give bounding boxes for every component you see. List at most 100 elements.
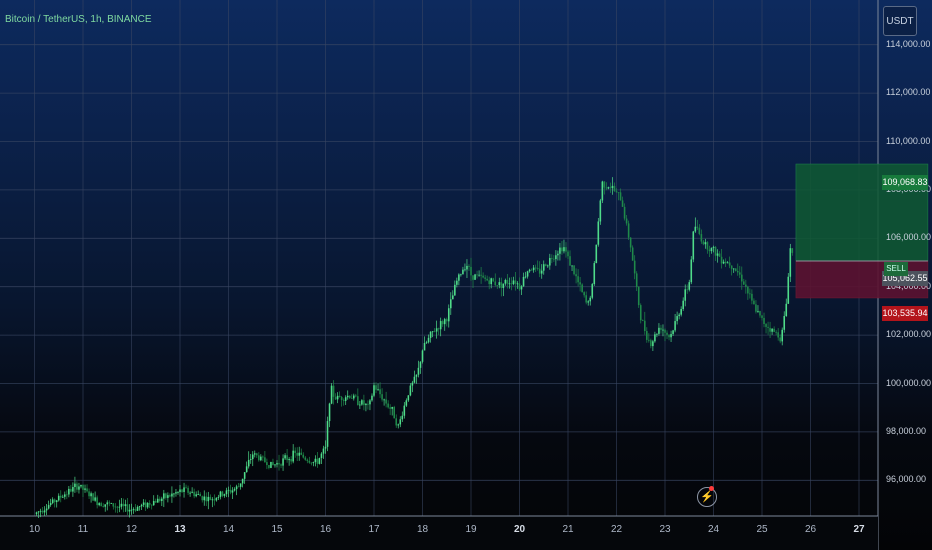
candle-body	[734, 268, 737, 271]
candle-body	[573, 265, 575, 275]
candle-body	[704, 242, 707, 245]
candle-body	[138, 506, 141, 508]
candle-body	[680, 309, 682, 315]
candle-body	[215, 497, 218, 501]
candle-body	[405, 400, 408, 406]
candle-body	[619, 192, 622, 201]
candle-body	[427, 337, 430, 343]
candle-body	[322, 448, 325, 454]
candle-body	[478, 274, 480, 276]
candle-body	[76, 483, 78, 490]
candle-body	[684, 289, 687, 301]
candle-body	[355, 395, 357, 397]
candle-body	[613, 185, 616, 192]
candle-body	[510, 283, 513, 285]
candle-body	[80, 484, 82, 487]
candle-body	[359, 404, 361, 406]
candle-body	[738, 272, 741, 275]
candle-body	[490, 278, 493, 285]
candle-body	[334, 396, 337, 400]
candle-body	[132, 509, 135, 511]
candle-body	[672, 330, 674, 335]
candle-body	[538, 268, 541, 274]
candle-body	[134, 509, 137, 511]
candle-body	[597, 221, 600, 245]
x-tick-label: 25	[756, 524, 768, 535]
candle-body	[512, 280, 515, 285]
candle-body	[660, 327, 662, 330]
candle-body	[39, 510, 42, 512]
candle-body	[346, 395, 349, 398]
candle-body	[253, 453, 256, 455]
candle-body	[340, 397, 343, 400]
y-tick-label: 100,000.00	[886, 377, 932, 388]
candle-body	[219, 491, 222, 497]
candle-body	[369, 400, 371, 405]
x-tick-label: 20	[513, 524, 526, 535]
candle-body	[702, 241, 705, 245]
candle-body	[249, 459, 252, 460]
candle-body	[66, 494, 68, 496]
candle-body	[68, 488, 70, 495]
candle-body	[595, 244, 598, 264]
candle-body	[763, 317, 765, 325]
candle-body	[365, 403, 367, 406]
candle-body	[664, 329, 666, 333]
candle-body	[542, 264, 545, 271]
candle-body	[262, 456, 264, 458]
candle-body	[730, 265, 733, 269]
candle-body	[373, 385, 375, 396]
candle-body	[728, 262, 731, 266]
candle-body	[549, 257, 551, 266]
y-tick-label: 114,000.00	[886, 38, 931, 49]
candle-body	[755, 304, 757, 312]
candle-body	[173, 493, 175, 495]
y-tick-label: 106,000.00	[886, 232, 932, 243]
y-tick-label: 98,000.00	[886, 425, 927, 436]
candle-body	[385, 399, 387, 404]
candle-body	[140, 504, 143, 507]
candle-body	[108, 502, 111, 504]
candle-body	[304, 457, 307, 460]
candle-body	[264, 457, 266, 463]
candle-body	[425, 342, 428, 344]
candle-body	[367, 403, 369, 405]
candle-body	[641, 320, 644, 322]
candle-body	[518, 283, 521, 290]
candle-body	[128, 509, 131, 512]
candle-body	[767, 326, 769, 328]
y-tick-label: 96,000.00	[886, 474, 927, 485]
candle-body	[203, 496, 206, 501]
candle-body	[150, 504, 153, 506]
candle-body	[456, 280, 458, 285]
candle-body	[421, 350, 424, 362]
candle-body	[662, 329, 664, 331]
candle-body	[361, 400, 363, 405]
candle-body	[708, 249, 711, 252]
candle-body	[197, 494, 199, 495]
candle-body	[102, 506, 105, 508]
candle-body	[724, 261, 727, 264]
candle-body	[637, 286, 640, 306]
candle-body	[401, 415, 404, 420]
candle-body	[484, 277, 486, 279]
currency-button[interactable]: USDT	[883, 6, 917, 36]
x-tick-label: 11	[77, 524, 89, 535]
candle-body	[185, 487, 187, 489]
candle-body	[225, 490, 228, 495]
candle-body	[583, 292, 585, 296]
candle-body	[567, 251, 569, 257]
lightning-icon[interactable]: ⚡	[697, 487, 717, 507]
candle-body	[258, 455, 260, 461]
candle-body	[589, 297, 592, 302]
candle-body	[629, 237, 632, 248]
candle-body	[607, 187, 610, 189]
candle-body	[482, 275, 484, 278]
candle-body	[154, 501, 157, 503]
candle-body	[745, 284, 747, 287]
candle-body	[110, 503, 113, 504]
candle-body	[643, 320, 646, 332]
candle-body	[524, 276, 527, 278]
